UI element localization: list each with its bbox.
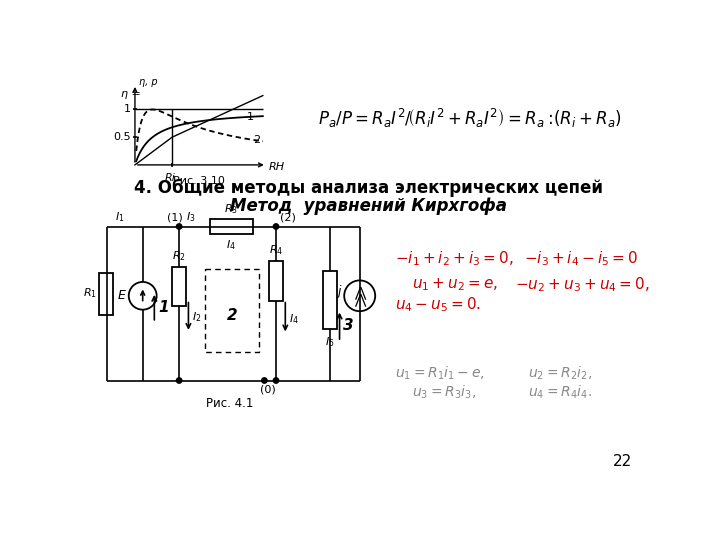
Text: Рис. 4.1: Рис. 4.1 <box>206 397 253 410</box>
Bar <box>99 273 113 315</box>
Text: 1: 1 <box>247 112 253 122</box>
Circle shape <box>274 224 279 229</box>
Text: Ri: Ri <box>165 173 176 183</box>
Text: 1: 1 <box>158 300 168 315</box>
Text: 1: 1 <box>124 104 131 114</box>
Text: 2: 2 <box>253 134 260 145</box>
Circle shape <box>176 224 182 229</box>
Text: $-i_1 + i_2 + i_3 = 0,$: $-i_1 + i_2 + i_3 = 0,$ <box>395 249 513 268</box>
Circle shape <box>176 378 182 383</box>
Text: $u_4 = R_4 i_4.$: $u_4 = R_4 i_4.$ <box>528 383 592 401</box>
Text: (0): (0) <box>261 384 276 394</box>
Text: $I_4$: $I_4$ <box>226 238 236 252</box>
Text: $u_1 + u_2 = e,$: $u_1 + u_2 = e,$ <box>412 276 498 293</box>
Text: (1): (1) <box>167 213 183 222</box>
Text: $R_3$: $R_3$ <box>224 202 238 217</box>
Text: ⋀: ⋀ <box>354 292 365 306</box>
Text: 22: 22 <box>613 454 632 469</box>
Text: $R_4$: $R_4$ <box>269 244 283 257</box>
Text: 0.5: 0.5 <box>114 132 131 142</box>
Text: 3: 3 <box>343 318 354 333</box>
Bar <box>269 261 283 301</box>
Text: $-i_3 + i_4 - i_5 = 0$: $-i_3 + i_4 - i_5 = 0$ <box>524 249 638 268</box>
Text: j: j <box>338 286 341 299</box>
Bar <box>204 269 259 352</box>
Text: ⋀: ⋀ <box>354 286 365 300</box>
Text: $P_{a}/P = R_{a}I^{2}/\!\left(R_{i}I^{2}+R_{a}I^{2}\right)=R_{a}:\!\left(R_{i}+R: $P_{a}/P = R_{a}I^{2}/\!\left(R_{i}I^{2}… <box>318 107 621 130</box>
Text: RH: RH <box>269 162 285 172</box>
Text: 4. Общие методы анализа электрических цепей: 4. Общие методы анализа электрических це… <box>135 179 603 197</box>
Text: $I_2$: $I_2$ <box>192 310 202 324</box>
Bar <box>172 267 186 306</box>
Text: $I_1$: $I_1$ <box>114 211 125 224</box>
Text: $R_1$: $R_1$ <box>83 287 97 300</box>
Text: η, p: η, p <box>139 77 158 87</box>
Text: $u_1 = R_1 i_1 - e,$: $u_1 = R_1 i_1 - e,$ <box>395 364 485 381</box>
Text: $u_2 = R_2 i_2,$: $u_2 = R_2 i_2,$ <box>528 364 592 381</box>
Circle shape <box>261 378 267 383</box>
Text: $u_3 = R_3 i_3,$: $u_3 = R_3 i_3,$ <box>412 383 476 401</box>
Text: $I_5$: $I_5$ <box>325 335 335 349</box>
Bar <box>210 219 253 234</box>
Text: $I_4$: $I_4$ <box>289 312 299 326</box>
Bar <box>323 271 337 329</box>
Text: 2: 2 <box>227 308 237 322</box>
Text: E: E <box>118 289 126 302</box>
Text: Метод  уравнений Кирхгофа: Метод уравнений Кирхгофа <box>230 197 508 215</box>
Text: $u_4 - u_5 = 0.$: $u_4 - u_5 = 0.$ <box>395 296 481 314</box>
Text: (2): (2) <box>279 213 296 222</box>
Text: η =: η = <box>121 90 141 99</box>
Text: $I_3$: $I_3$ <box>186 211 196 224</box>
Text: $-u_2 + u_3 + u_4 = 0,$: $-u_2 + u_3 + u_4 = 0,$ <box>515 275 649 294</box>
Circle shape <box>274 378 279 383</box>
Text: $R_{2}$: $R_{2}$ <box>172 249 186 264</box>
Text: Рис. 3.10: Рис. 3.10 <box>174 176 225 186</box>
